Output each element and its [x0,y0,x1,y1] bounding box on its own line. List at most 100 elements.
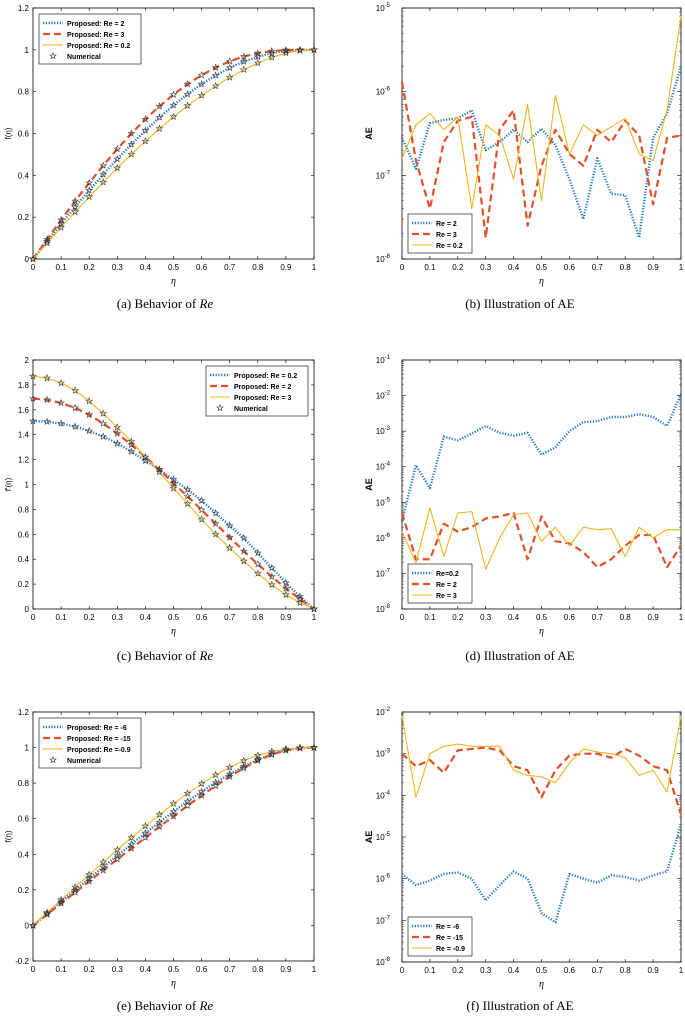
x-tick-label: 1 [679,966,684,975]
numerical-marker [296,743,304,752]
chart-d: 0 0.1 0.2 0.3 0.4 0.5 0.6 0.7 0.8 0.9 1 η 10-8 10-7 10… [364,355,684,637]
numerical-marker [183,80,192,88]
numerical-marker [211,778,220,786]
numerical-marker [282,584,290,592]
x-tick-label: 0 [31,613,36,622]
y-tick-label: 10-5 [376,3,391,13]
numerical-marker [127,150,136,158]
y-axis-label: f(η) [4,830,13,842]
y-tick-label: 0.8 [18,505,30,514]
legend-label: Proposed: Re = 3 [234,395,291,402]
x-tick-label: 0.1 [424,263,436,272]
y-tick-label: 10-8 [376,604,391,614]
numerical-marker [225,533,234,541]
y-tick-label: 10-2 [376,707,391,717]
x-tick-label: 0.8 [252,965,264,974]
numerical-marker [71,422,80,430]
x-tick-label: 0.7 [592,613,604,622]
numerical-marker [71,883,80,891]
numerical-marker [43,373,51,382]
x-tick-label: 0.4 [508,966,520,975]
x-tick-label: 0.7 [224,613,236,622]
y-tick-label: 0.8 [18,779,30,788]
numerical-marker [71,886,80,894]
x-tick-label: 0.7 [224,965,236,974]
numerical-marker [85,186,94,194]
legend-label: Re = 2 [436,221,457,228]
x-tick-label: 0.6 [564,966,576,975]
y-axis-label: f(η) [4,127,13,139]
legend-label: Re=0.2 [436,571,459,578]
numerical-marker [99,409,108,417]
x-tick-label: 0.1 [56,965,68,974]
numerical-marker [29,921,37,929]
x-tick-label: 0.6 [564,263,576,272]
numerical-marker [99,432,108,440]
x-tick-label: 0.2 [84,263,96,272]
legend-a: Proposed: Re = 2 Proposed: Re = 3 Proposed… [38,13,142,65]
y-tick-label: 0 [25,255,30,264]
x-tick-label: 0.3 [112,263,124,272]
x-tick-label: 0.5 [536,263,548,272]
x-tick-label: 0.4 [508,613,520,622]
legend-label: Proposed: Re = 0.2 [67,43,130,50]
numerical-marker [169,101,178,109]
y-tick-label: 0.4 [18,171,30,180]
numerical-marker [282,45,290,54]
series-line-2 [400,81,682,239]
numerical-marker [169,799,178,807]
x-tick-label: 1 [312,965,317,974]
x-tick-label: 1 [679,613,684,622]
x-tick-label: 0.5 [536,966,548,975]
numerical-marker [113,429,122,437]
x-tick-label: 0.9 [280,965,292,974]
series-line-3 [401,507,681,570]
numerical-marker [127,129,136,137]
chart-b: 0 0.1 0.2 0.3 0.4 0.5 0.6 0.7 0.8 0.9 1 η 10-8 10-7 10… [364,3,684,287]
y-axis-label: f'(η) [4,477,13,491]
caption-d: (d) Illustration of AE [465,648,575,663]
numerical-marker [253,751,262,759]
numerical-marker [197,496,206,504]
series-line-3 [32,747,315,926]
y-tick-label: 1 [25,744,30,753]
numerical-marker [267,750,276,758]
legend-marker [216,403,224,412]
x-tick-label: 0.7 [592,966,604,975]
legend-e: Proposed: Re = -6 Proposed: Re = -15 Propo… [38,717,142,769]
numerical-marker [57,897,65,906]
y-tick-label: 10-6 [376,533,391,543]
x-tick-label: 0.5 [536,613,548,622]
y-tick-label: 10-7 [376,915,391,925]
numerical-marker [268,572,276,580]
numerical-marker [99,858,108,866]
x-tick-label: 0.5 [168,613,180,622]
y-tick-label: 0.2 [18,886,30,895]
numerical-marker [113,154,122,163]
caption-e: (e) Behavior of Re [116,998,214,1013]
legend-marker [49,755,57,764]
caption-b: (b) Illustration of AE [465,296,575,311]
numerical-marker [253,560,262,568]
numerical-marker [282,48,290,57]
numerical-marker [155,465,164,473]
numerical-marker [282,744,290,753]
x-tick-label: 0.6 [564,613,576,622]
numerical-marker [127,437,136,445]
numerical-marker [239,762,248,770]
y-tick-label: 1 [25,46,30,55]
numerical-marker [71,207,80,216]
numerical-marker [155,810,164,818]
legend-label: Re = -6 [436,924,459,931]
numerical-marker [127,844,136,852]
numerical-marker [155,467,164,476]
numerical-marker [197,505,206,514]
series-line-2 [32,746,315,927]
legend-label: Re = 3 [436,593,457,600]
x-axis-label: η [171,626,176,637]
x-tick-label: 0.5 [168,263,180,272]
x-tick-label: 0.4 [508,263,520,272]
numerical-marker [141,456,150,465]
numerical-marker [211,81,220,90]
